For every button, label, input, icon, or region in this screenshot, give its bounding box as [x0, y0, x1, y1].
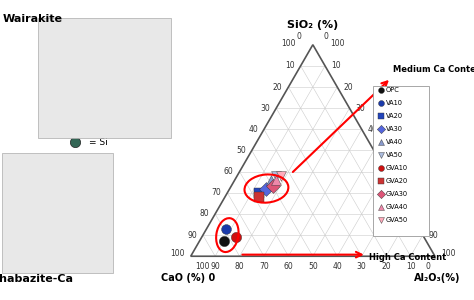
Point [377, 114, 384, 118]
Text: = H: = H [89, 198, 107, 207]
Text: 60: 60 [392, 167, 402, 176]
Text: CaO (%) 0: CaO (%) 0 [161, 273, 215, 283]
Point [377, 88, 384, 93]
Text: 90: 90 [187, 231, 197, 240]
Text: VA40: VA40 [386, 139, 403, 145]
Text: Medium Ca Content: Medium Ca Content [393, 65, 474, 74]
Point [71, 120, 79, 124]
Text: GVA40: GVA40 [386, 204, 409, 210]
Text: 30: 30 [260, 104, 270, 113]
Text: 90: 90 [210, 262, 220, 272]
Text: 10: 10 [331, 61, 341, 70]
Point [377, 204, 384, 209]
Text: GVA50: GVA50 [386, 217, 409, 223]
Text: 50: 50 [308, 262, 318, 272]
Text: = Ca: = Ca [89, 98, 111, 106]
Text: 40: 40 [368, 125, 378, 134]
Text: 0: 0 [425, 262, 430, 272]
Text: 40: 40 [332, 262, 342, 272]
Text: 50: 50 [380, 146, 390, 155]
Point [377, 191, 384, 196]
Point [220, 239, 228, 244]
Text: 20: 20 [343, 82, 353, 91]
Text: High Ca Content: High Ca Content [369, 253, 446, 262]
Text: Wairakite: Wairakite [2, 14, 63, 23]
Text: 30: 30 [357, 262, 366, 272]
Text: SiO₂ (%): SiO₂ (%) [287, 20, 338, 30]
Text: 10: 10 [406, 262, 415, 272]
Point [71, 180, 79, 185]
Text: = Al: = Al [89, 158, 109, 167]
Point [273, 178, 280, 182]
Text: 20: 20 [381, 262, 391, 272]
Point [71, 200, 79, 205]
Point [377, 152, 384, 157]
Text: 80: 80 [235, 262, 245, 272]
Text: 80: 80 [417, 209, 426, 218]
Text: 100: 100 [170, 249, 184, 258]
Text: 70: 70 [211, 188, 221, 197]
Text: = O: = O [89, 178, 107, 187]
Text: VA20: VA20 [386, 113, 403, 119]
Point [255, 195, 263, 200]
Point [377, 140, 384, 144]
Point [277, 173, 285, 178]
Point [377, 178, 384, 183]
Text: 40: 40 [248, 125, 258, 134]
Text: GVA20: GVA20 [386, 178, 409, 184]
FancyBboxPatch shape [38, 18, 171, 138]
Point [222, 226, 230, 231]
Point [232, 235, 240, 240]
Point [377, 217, 384, 222]
Text: 0: 0 [297, 32, 302, 41]
Text: GVA30: GVA30 [386, 191, 408, 197]
Text: 60: 60 [224, 167, 234, 176]
Text: = Si: = Si [89, 138, 108, 147]
Point [377, 101, 384, 106]
Text: 100: 100 [441, 249, 456, 258]
Text: 100: 100 [330, 39, 345, 48]
FancyBboxPatch shape [2, 153, 113, 273]
Point [377, 165, 384, 170]
Text: 10: 10 [285, 61, 294, 70]
Point [71, 100, 79, 104]
Text: 70: 70 [404, 188, 414, 197]
Text: = Na: = Na [89, 118, 112, 127]
Text: GVA10: GVA10 [386, 165, 408, 171]
Text: VA10: VA10 [386, 100, 403, 106]
Text: 50: 50 [236, 146, 246, 155]
Text: Al₂O₃(%): Al₂O₃(%) [414, 273, 461, 283]
Text: VA50: VA50 [386, 152, 403, 158]
Point [267, 178, 275, 182]
Point [71, 140, 79, 145]
Text: 80: 80 [200, 209, 209, 218]
Point [263, 186, 270, 191]
Text: 0: 0 [324, 32, 328, 41]
Point [377, 127, 384, 131]
Point [269, 184, 276, 189]
Point [255, 190, 263, 195]
Point [71, 160, 79, 165]
Text: 100: 100 [281, 39, 296, 48]
Text: Chabazite-Ca: Chabazite-Ca [0, 274, 73, 284]
Text: 30: 30 [356, 104, 365, 113]
FancyBboxPatch shape [373, 86, 429, 236]
Text: VA30: VA30 [386, 126, 403, 132]
Text: 100: 100 [196, 262, 210, 272]
Text: 20: 20 [273, 82, 283, 91]
Text: 70: 70 [259, 262, 269, 272]
Point [273, 173, 280, 178]
Text: 60: 60 [283, 262, 293, 272]
Text: 90: 90 [429, 231, 438, 240]
Text: OPC: OPC [386, 87, 400, 93]
